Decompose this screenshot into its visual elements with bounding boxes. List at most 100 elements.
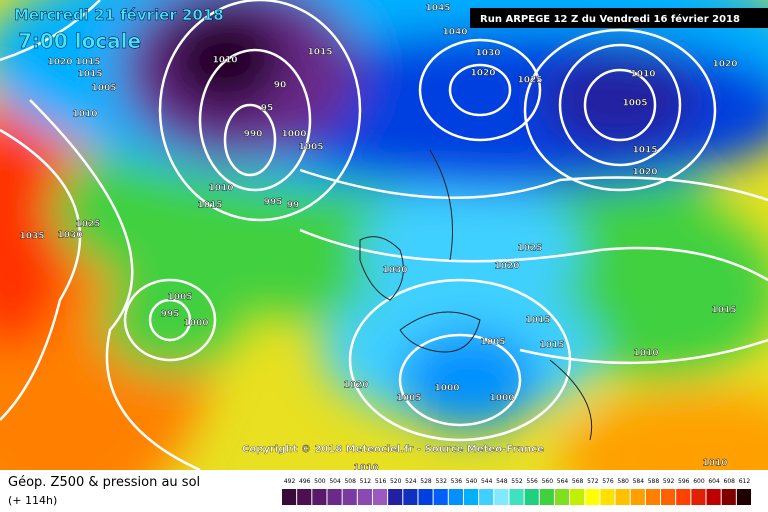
scale-label: 560: [542, 478, 554, 485]
isobar-label: 1025: [517, 244, 542, 254]
scale-swatch: [433, 489, 448, 505]
isobar-label: 1010: [212, 56, 237, 66]
scale-label: 608: [724, 478, 736, 485]
isobar-label: 1015: [197, 201, 222, 211]
isobar-label: 1005: [167, 293, 192, 303]
scale-label: 552: [511, 478, 523, 485]
scale-label: 496: [299, 478, 311, 485]
color-scale: 492 496 500 504 508 512 516 520 524 528 532 536 540 5…: [282, 478, 751, 505]
scale-label: 592: [663, 478, 675, 485]
scale-label: 528: [420, 478, 432, 485]
run-box: [470, 8, 768, 28]
scale-label: 568: [572, 478, 584, 485]
isobar-label: 1005: [396, 394, 421, 404]
isobar-label: 1020: [470, 69, 495, 79]
scale-swatch: [509, 489, 524, 505]
date: Mercredi 21 février 2018: [14, 6, 224, 24]
isobar-label: 1015: [307, 48, 332, 58]
isobar-label: 1020: [47, 58, 72, 68]
scale-swatch: [282, 489, 297, 505]
isobar-label: 1015: [632, 146, 657, 156]
scale-swatch: [706, 489, 721, 505]
scale-label: 584: [633, 478, 645, 485]
scale-swatch: [615, 489, 630, 505]
scale-swatch: [645, 489, 661, 505]
scale-label: 596: [678, 478, 690, 485]
isobar-label: 1010: [208, 184, 233, 194]
isobar-label: 95: [261, 104, 274, 114]
scale-label: 576: [602, 478, 614, 485]
scale-label: 500: [314, 478, 326, 485]
scale-swatch: [585, 489, 600, 505]
isobar-label: 1010: [702, 459, 727, 469]
scale-label: 540: [466, 478, 478, 485]
run-info: Run ARPEGE 12 Z du Vendredi 16 février 2…: [480, 13, 740, 25]
isobar-label: 1010: [633, 349, 658, 359]
isobar-label: 1035: [19, 232, 44, 242]
scale-swatch: [630, 489, 645, 505]
scale-swatch: [570, 489, 585, 505]
isobar-label: 1015: [525, 316, 550, 326]
scale-swatch: [524, 489, 539, 505]
scale-label: 580: [617, 478, 629, 485]
isobar-label: 1005: [91, 84, 116, 94]
scale-swatch: [418, 489, 433, 505]
isobar-label: 1020: [712, 60, 737, 70]
footer-title: Géop. Z500 & pression au sol: [8, 475, 200, 490]
scale-swatch: [297, 489, 312, 505]
isobar-label: 1010: [353, 464, 378, 474]
scale-swatch: [448, 489, 463, 505]
scale-swatch: [676, 489, 691, 505]
isobar-label: 1000: [183, 319, 208, 329]
scale-swatch: [661, 489, 676, 505]
scale-label: 512: [360, 478, 372, 485]
isobar-label: 1030: [475, 49, 500, 59]
isobar-label: 90: [274, 81, 287, 91]
isobar-label: 1015: [711, 306, 736, 316]
isobar-label: 1005: [622, 99, 647, 109]
scale-label: 516: [375, 478, 387, 485]
scale-label: 600: [693, 478, 705, 485]
isobar-label: 1020: [632, 168, 657, 178]
scale-swatch: [494, 489, 509, 505]
scale-label: 572: [587, 478, 599, 485]
copyright: Copyright © 2018 Meteociel.fr - Source M…: [242, 444, 544, 455]
isobar-label: 1000: [489, 394, 514, 404]
scale-label: 536: [451, 478, 463, 485]
isobar-label: 995: [161, 310, 180, 320]
isobar-label: 1010: [72, 110, 97, 120]
scale-swatch: [554, 489, 570, 505]
scale-label: 520: [390, 478, 402, 485]
isobar-label: 1040: [442, 28, 467, 38]
scale-swatch: [736, 489, 751, 505]
scale-label: 604: [708, 478, 720, 485]
scale-label: 544: [481, 478, 493, 485]
isobar-label: 1015: [539, 341, 564, 351]
scale-swatch: [539, 489, 554, 505]
isobar-label: 1005: [298, 143, 323, 153]
isobar-label: 1030: [57, 231, 82, 241]
isobar-label: 99: [287, 201, 300, 211]
isobar-label: 1015: [75, 58, 100, 68]
lead-time: (+ 114h): [8, 494, 57, 507]
isobar-label: 1020: [494, 262, 519, 272]
isobar-label: 1000: [281, 130, 306, 140]
isobar-label: 1000: [434, 384, 459, 394]
scale-swatch: [403, 489, 418, 505]
scale-label: 492: [284, 478, 296, 485]
scale-swatch: [357, 489, 372, 505]
scale-swatch: [312, 489, 327, 505]
scale-label: 564: [557, 478, 569, 485]
isobar-label: 1025: [517, 76, 542, 86]
scale-label: 556: [526, 478, 538, 485]
scale-label: 508: [344, 478, 356, 485]
scale-swatch: [721, 489, 736, 505]
scale-swatch: [388, 489, 403, 505]
isobar-label: 995: [264, 198, 283, 208]
time: 7:00 locale: [18, 29, 141, 53]
scale-swatch: [327, 489, 342, 505]
isobar-label: 1025: [75, 220, 100, 230]
isobar-label: 1020: [343, 381, 368, 391]
